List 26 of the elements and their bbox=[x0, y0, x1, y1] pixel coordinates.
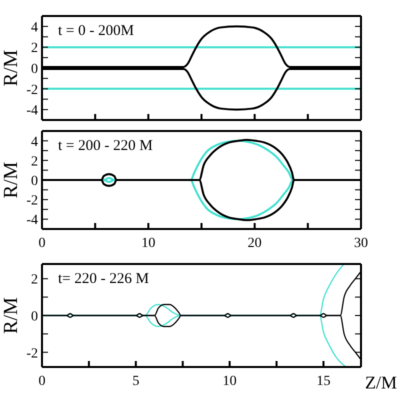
y-tick-label: 2 bbox=[31, 41, 38, 56]
y-tick-label: -2 bbox=[26, 82, 38, 98]
y-tick-label: 2 bbox=[31, 272, 38, 288]
annotation: t = 0 - 200M bbox=[58, 23, 134, 40]
y-axis-title: R/M bbox=[0, 296, 22, 334]
x-tick-label: 20 bbox=[248, 236, 262, 251]
y-tick-label: 0 bbox=[31, 309, 38, 324]
y-tick-label: -4 bbox=[26, 213, 38, 228]
y-tick-label: -4 bbox=[26, 104, 38, 119]
x-axis-title: Z/M bbox=[365, 372, 398, 392]
y-tick-label: -2 bbox=[26, 194, 38, 209]
y-tick-label: 0 bbox=[31, 174, 38, 189]
y-tick-label: 2 bbox=[31, 154, 38, 170]
x-tick-label: 10 bbox=[222, 374, 237, 389]
x-tick-label: 30 bbox=[354, 236, 368, 251]
y-tick-label: 4 bbox=[31, 134, 38, 150]
x-tick-label: 10 bbox=[141, 236, 156, 251]
annotation: t= 220 - 226 M bbox=[58, 271, 149, 288]
y-axis-title: R/M bbox=[0, 161, 22, 198]
x-tick-label: 15 bbox=[316, 374, 330, 389]
x-tick-label: 5 bbox=[132, 374, 140, 389]
y-tick-label: 0 bbox=[31, 62, 38, 77]
y-tick-label: 4 bbox=[31, 20, 38, 36]
y-tick-label: -2 bbox=[26, 346, 38, 362]
annotation: t = 200 - 220 M bbox=[58, 138, 153, 155]
y-axis-title: R/M bbox=[0, 49, 22, 86]
